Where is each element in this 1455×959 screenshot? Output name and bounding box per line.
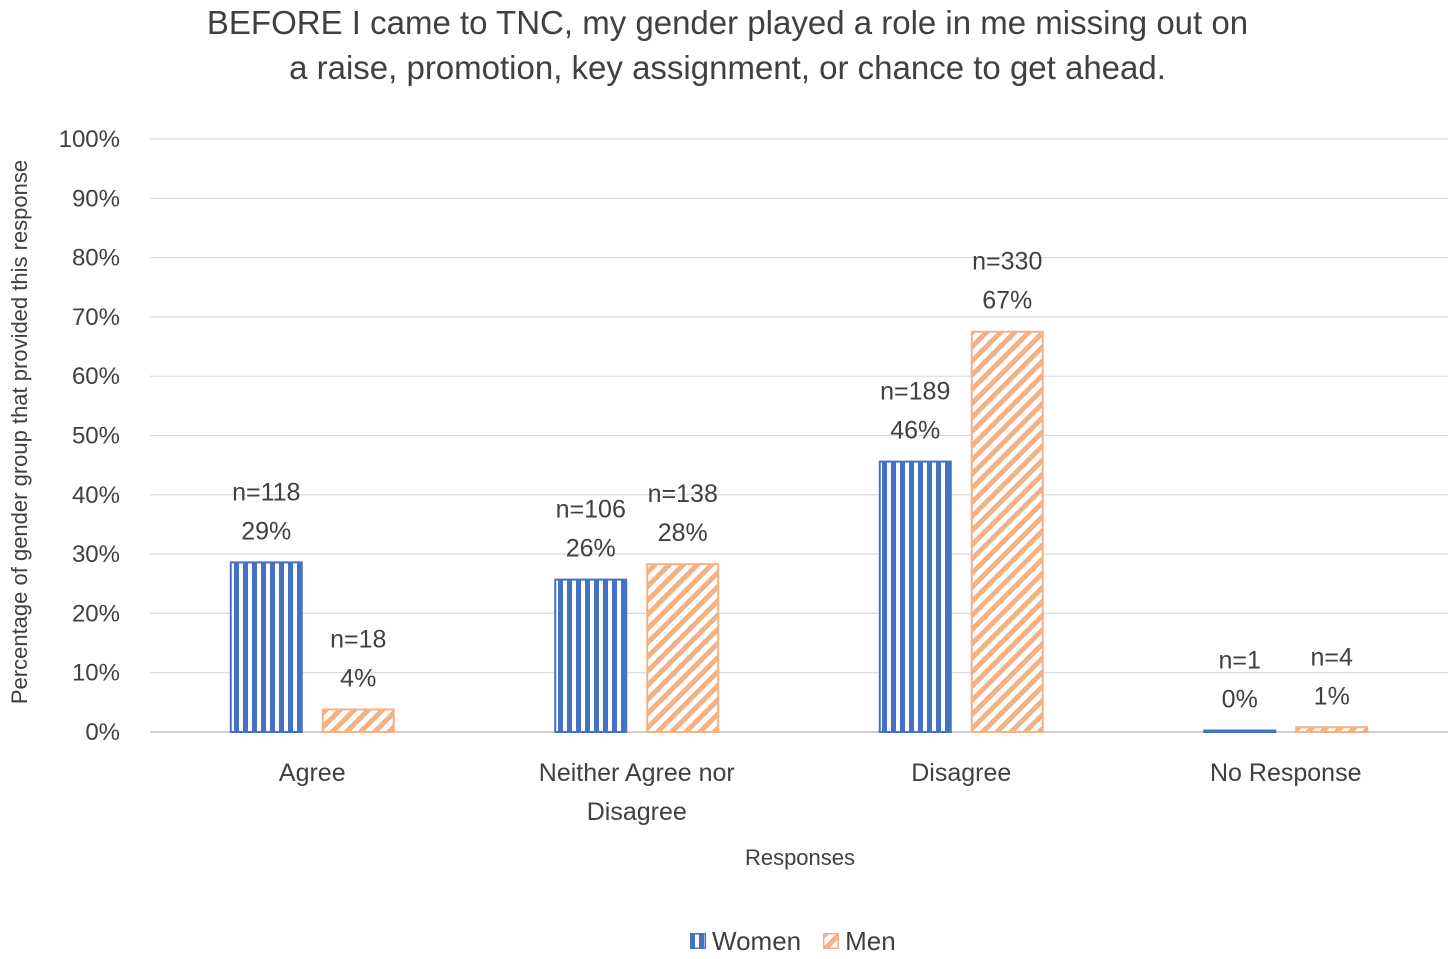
x-tick-label: Disagree bbox=[911, 759, 1011, 787]
bar-men bbox=[1295, 726, 1369, 733]
legend-swatch-women bbox=[690, 933, 706, 949]
x-axis-label: Responses bbox=[744, 845, 856, 870]
y-tick-label: 10% bbox=[72, 660, 120, 687]
chart-title: BEFORE I came to TNC, my gender played a… bbox=[0, 0, 1455, 90]
x-axis-ticks: Agree Neither Agree nor Disagree Disagree No… bbox=[279, 759, 1362, 826]
bar-women bbox=[1203, 729, 1277, 733]
bar-men bbox=[970, 330, 1044, 733]
x-tick-label: No Response bbox=[1210, 759, 1361, 787]
y-tick-label: 90% bbox=[72, 185, 120, 212]
data-label-n-women: n=1 bbox=[1219, 647, 1261, 675]
x-tick-label: Disagree bbox=[587, 798, 687, 826]
data-label-n-men: n=330 bbox=[972, 248, 1042, 276]
y-axis-label: Percentage of gender group that provided… bbox=[7, 159, 32, 705]
data-label-n-men: n=4 bbox=[1311, 643, 1354, 671]
data-label-pct-women: 46% bbox=[890, 417, 940, 445]
data-label-n-women: n=106 bbox=[556, 496, 626, 524]
y-tick-label: 60% bbox=[72, 363, 120, 390]
legend: Women Men bbox=[690, 925, 896, 957]
data-label-pct-women: 0% bbox=[1222, 686, 1258, 714]
bar-women bbox=[229, 561, 303, 733]
data-label-n-women: n=189 bbox=[880, 378, 950, 406]
bar-women bbox=[554, 578, 628, 733]
legend-label-women: Women bbox=[712, 925, 802, 956]
data-label-pct-women: 29% bbox=[241, 517, 291, 545]
bars bbox=[229, 330, 1369, 734]
data-label-pct-men: 1% bbox=[1314, 682, 1350, 710]
y-tick-label: 0% bbox=[85, 719, 120, 746]
y-axis-ticks: 0% 10% 20% 30% 40% 50% 60% 70% 80% 90% 100% bbox=[59, 126, 120, 746]
y-tick-label: 20% bbox=[72, 600, 120, 627]
chart-title-line-2: a raise, promotion, key assignment, or c… bbox=[289, 49, 1166, 86]
y-tick-label: 80% bbox=[72, 245, 120, 272]
x-tick-label: Neither Agree nor bbox=[539, 759, 735, 787]
bar-women bbox=[878, 460, 952, 733]
y-tick-label: 50% bbox=[72, 423, 120, 450]
data-label-pct-men: 67% bbox=[982, 287, 1032, 315]
y-tick-label: 70% bbox=[72, 304, 120, 331]
y-tick-label: 40% bbox=[72, 482, 120, 509]
data-label-pct-men: 4% bbox=[340, 664, 376, 692]
legend-item-men: Men bbox=[823, 926, 896, 957]
data-label-pct-women: 26% bbox=[566, 535, 616, 563]
data-labels: n=118 29% n=18 4% n=106 26% n=138 28% n=189 46% n=… bbox=[232, 248, 1353, 714]
x-tick-label: Agree bbox=[279, 759, 346, 787]
data-label-n-men: n=18 bbox=[330, 625, 386, 653]
legend-swatch-men bbox=[823, 933, 840, 949]
y-tick-label: 30% bbox=[72, 541, 120, 568]
legend-label-men: Men bbox=[845, 925, 896, 956]
bar-men bbox=[646, 563, 720, 734]
data-label-pct-men: 28% bbox=[658, 519, 708, 547]
data-label-n-women: n=118 bbox=[232, 478, 300, 506]
bar-men bbox=[321, 708, 395, 734]
legend-item-women: Women bbox=[690, 926, 801, 957]
chart-title-line-1: BEFORE I came to TNC, my gender played a… bbox=[206, 4, 1249, 41]
data-label-n-men: n=138 bbox=[648, 480, 718, 508]
y-tick-label: 100% bbox=[59, 126, 120, 153]
